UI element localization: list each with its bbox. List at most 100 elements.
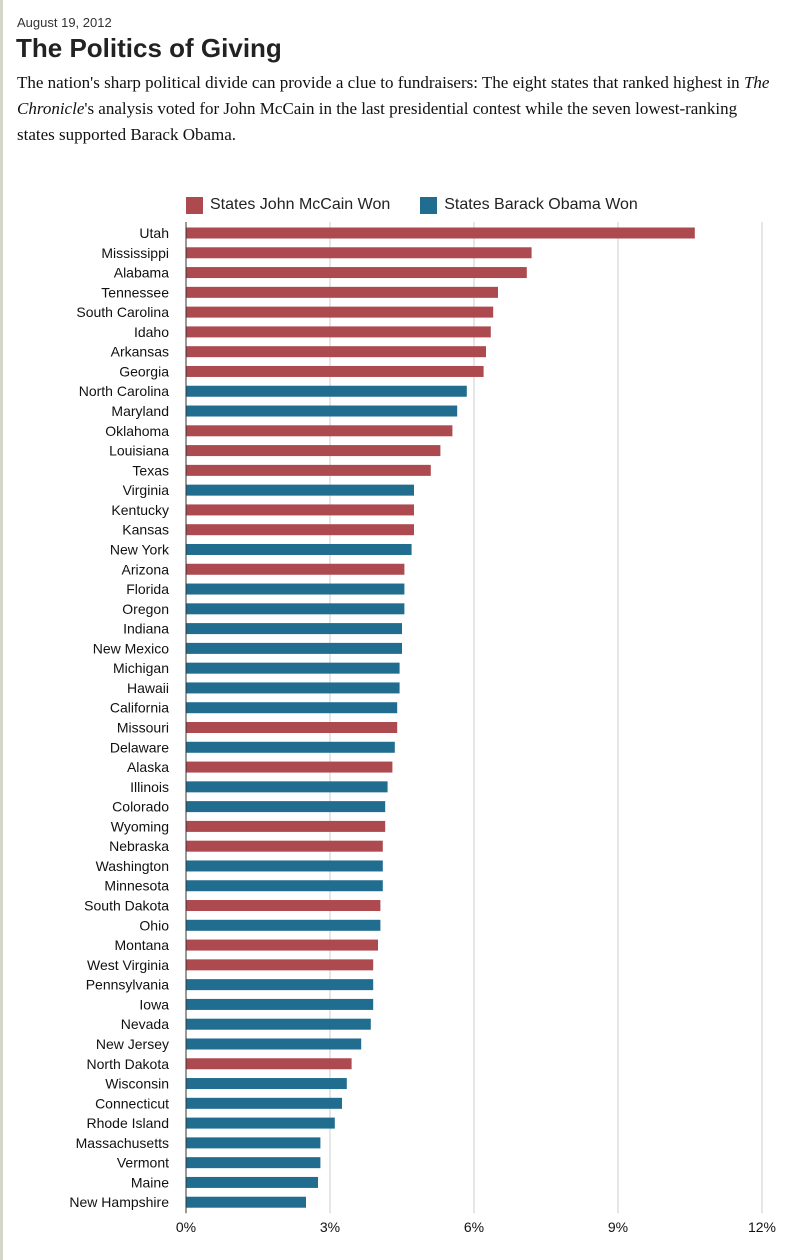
intro-text: The nation's sharp political divide can … (17, 70, 777, 148)
category-label: Hawaii (127, 680, 169, 696)
bar (186, 959, 374, 971)
category-label: Maine (131, 1174, 169, 1190)
x-tick-label: 12% (748, 1219, 776, 1235)
bar (186, 1078, 347, 1090)
category-label: New York (110, 541, 170, 557)
bar (186, 702, 398, 714)
bar (186, 880, 383, 892)
category-label: Rhode Island (86, 1115, 169, 1131)
category-label: Montana (115, 937, 170, 953)
bar (186, 801, 386, 813)
category-label: South Dakota (84, 898, 169, 914)
category-label: Washington (96, 858, 169, 874)
category-label: Ohio (139, 917, 169, 933)
category-label: New Hampshire (69, 1194, 169, 1210)
category-label: Arkansas (111, 344, 169, 360)
category-label: Tennessee (101, 284, 169, 300)
intro-text-publication: The Chronicle (17, 73, 770, 118)
chart-legend: States John McCain Won States Barack Oba… (186, 194, 668, 216)
publish-date: August 19, 2012 (17, 15, 112, 30)
category-label: Illinois (130, 779, 169, 795)
category-label: Florida (126, 581, 169, 597)
bar (186, 346, 486, 358)
legend-item-mccain: States John McCain Won (186, 196, 390, 214)
bar (186, 1157, 321, 1169)
bar (186, 642, 402, 654)
bar (186, 820, 386, 832)
category-label: New Jersey (96, 1036, 169, 1052)
left-border (0, 0, 3, 1260)
bar (186, 603, 405, 615)
legend-label-obama: States Barack Obama Won (444, 196, 638, 213)
bar (186, 1018, 371, 1030)
bar (186, 445, 441, 457)
bar (186, 623, 402, 635)
bar (186, 900, 381, 912)
bar (186, 563, 405, 575)
category-label: Idaho (134, 324, 169, 340)
legend-swatch-mccain (186, 196, 203, 214)
bar (186, 247, 532, 259)
category-label: Kansas (122, 522, 169, 538)
bar (186, 939, 378, 951)
bar (186, 484, 414, 496)
category-label: Alaska (127, 759, 169, 775)
bar (186, 464, 431, 476)
bar (186, 227, 695, 239)
category-label: Connecticut (95, 1095, 169, 1111)
category-label: Virginia (123, 482, 170, 498)
bar (186, 524, 414, 536)
bar (186, 1097, 342, 1109)
bar (186, 781, 388, 793)
bar (186, 385, 467, 397)
x-tick-label: 9% (608, 1219, 628, 1235)
bar (186, 286, 498, 298)
bar (186, 662, 400, 674)
category-label: North Dakota (87, 1056, 170, 1072)
bar (186, 979, 374, 991)
intro-text-part1: The nation's sharp political divide can … (17, 73, 744, 92)
bar (186, 365, 484, 377)
bar (186, 405, 458, 417)
bar (186, 326, 491, 338)
bar (186, 1176, 318, 1188)
bar (186, 1117, 335, 1129)
category-label: North Carolina (79, 383, 169, 399)
category-label: Nevada (121, 1016, 169, 1032)
bar (186, 504, 414, 516)
intro-text-part2: 's analysis voted for John McCain in the… (17, 99, 738, 144)
category-label: West Virginia (87, 957, 169, 973)
bar (186, 1038, 362, 1050)
bar (186, 860, 383, 872)
bar (186, 425, 453, 437)
category-label: Massachusetts (76, 1135, 169, 1151)
category-label: Minnesota (104, 878, 169, 894)
category-label: Delaware (110, 739, 169, 755)
bar (186, 741, 395, 753)
legend-swatch-obama (420, 196, 438, 214)
category-label: Alabama (114, 265, 169, 281)
category-label: Louisiana (109, 443, 169, 459)
category-label: Vermont (117, 1155, 169, 1171)
category-label: Mississippi (101, 245, 169, 261)
bar (186, 1196, 306, 1208)
bar (186, 583, 405, 595)
category-label: Arizona (122, 561, 170, 577)
category-label: Wyoming (111, 818, 169, 834)
category-label: Kentucky (111, 502, 169, 518)
x-tick-label: 6% (464, 1219, 484, 1235)
bar (186, 722, 398, 733)
bar (186, 306, 494, 318)
x-tick-label: 0% (176, 1219, 196, 1235)
bar (186, 682, 400, 694)
bar (186, 1137, 321, 1149)
bar-chart: Utah Mississippi Alabama Tennessee South Car… (69, 222, 776, 1235)
category-label: South Carolina (76, 304, 169, 320)
category-label: Georgia (119, 363, 169, 379)
bar (186, 543, 412, 555)
category-label: Iowa (139, 996, 169, 1012)
category-label: Indiana (123, 621, 169, 637)
bar (186, 1058, 352, 1070)
category-label: Wisconsin (105, 1076, 169, 1092)
page-title: The Politics of Giving (16, 33, 282, 63)
